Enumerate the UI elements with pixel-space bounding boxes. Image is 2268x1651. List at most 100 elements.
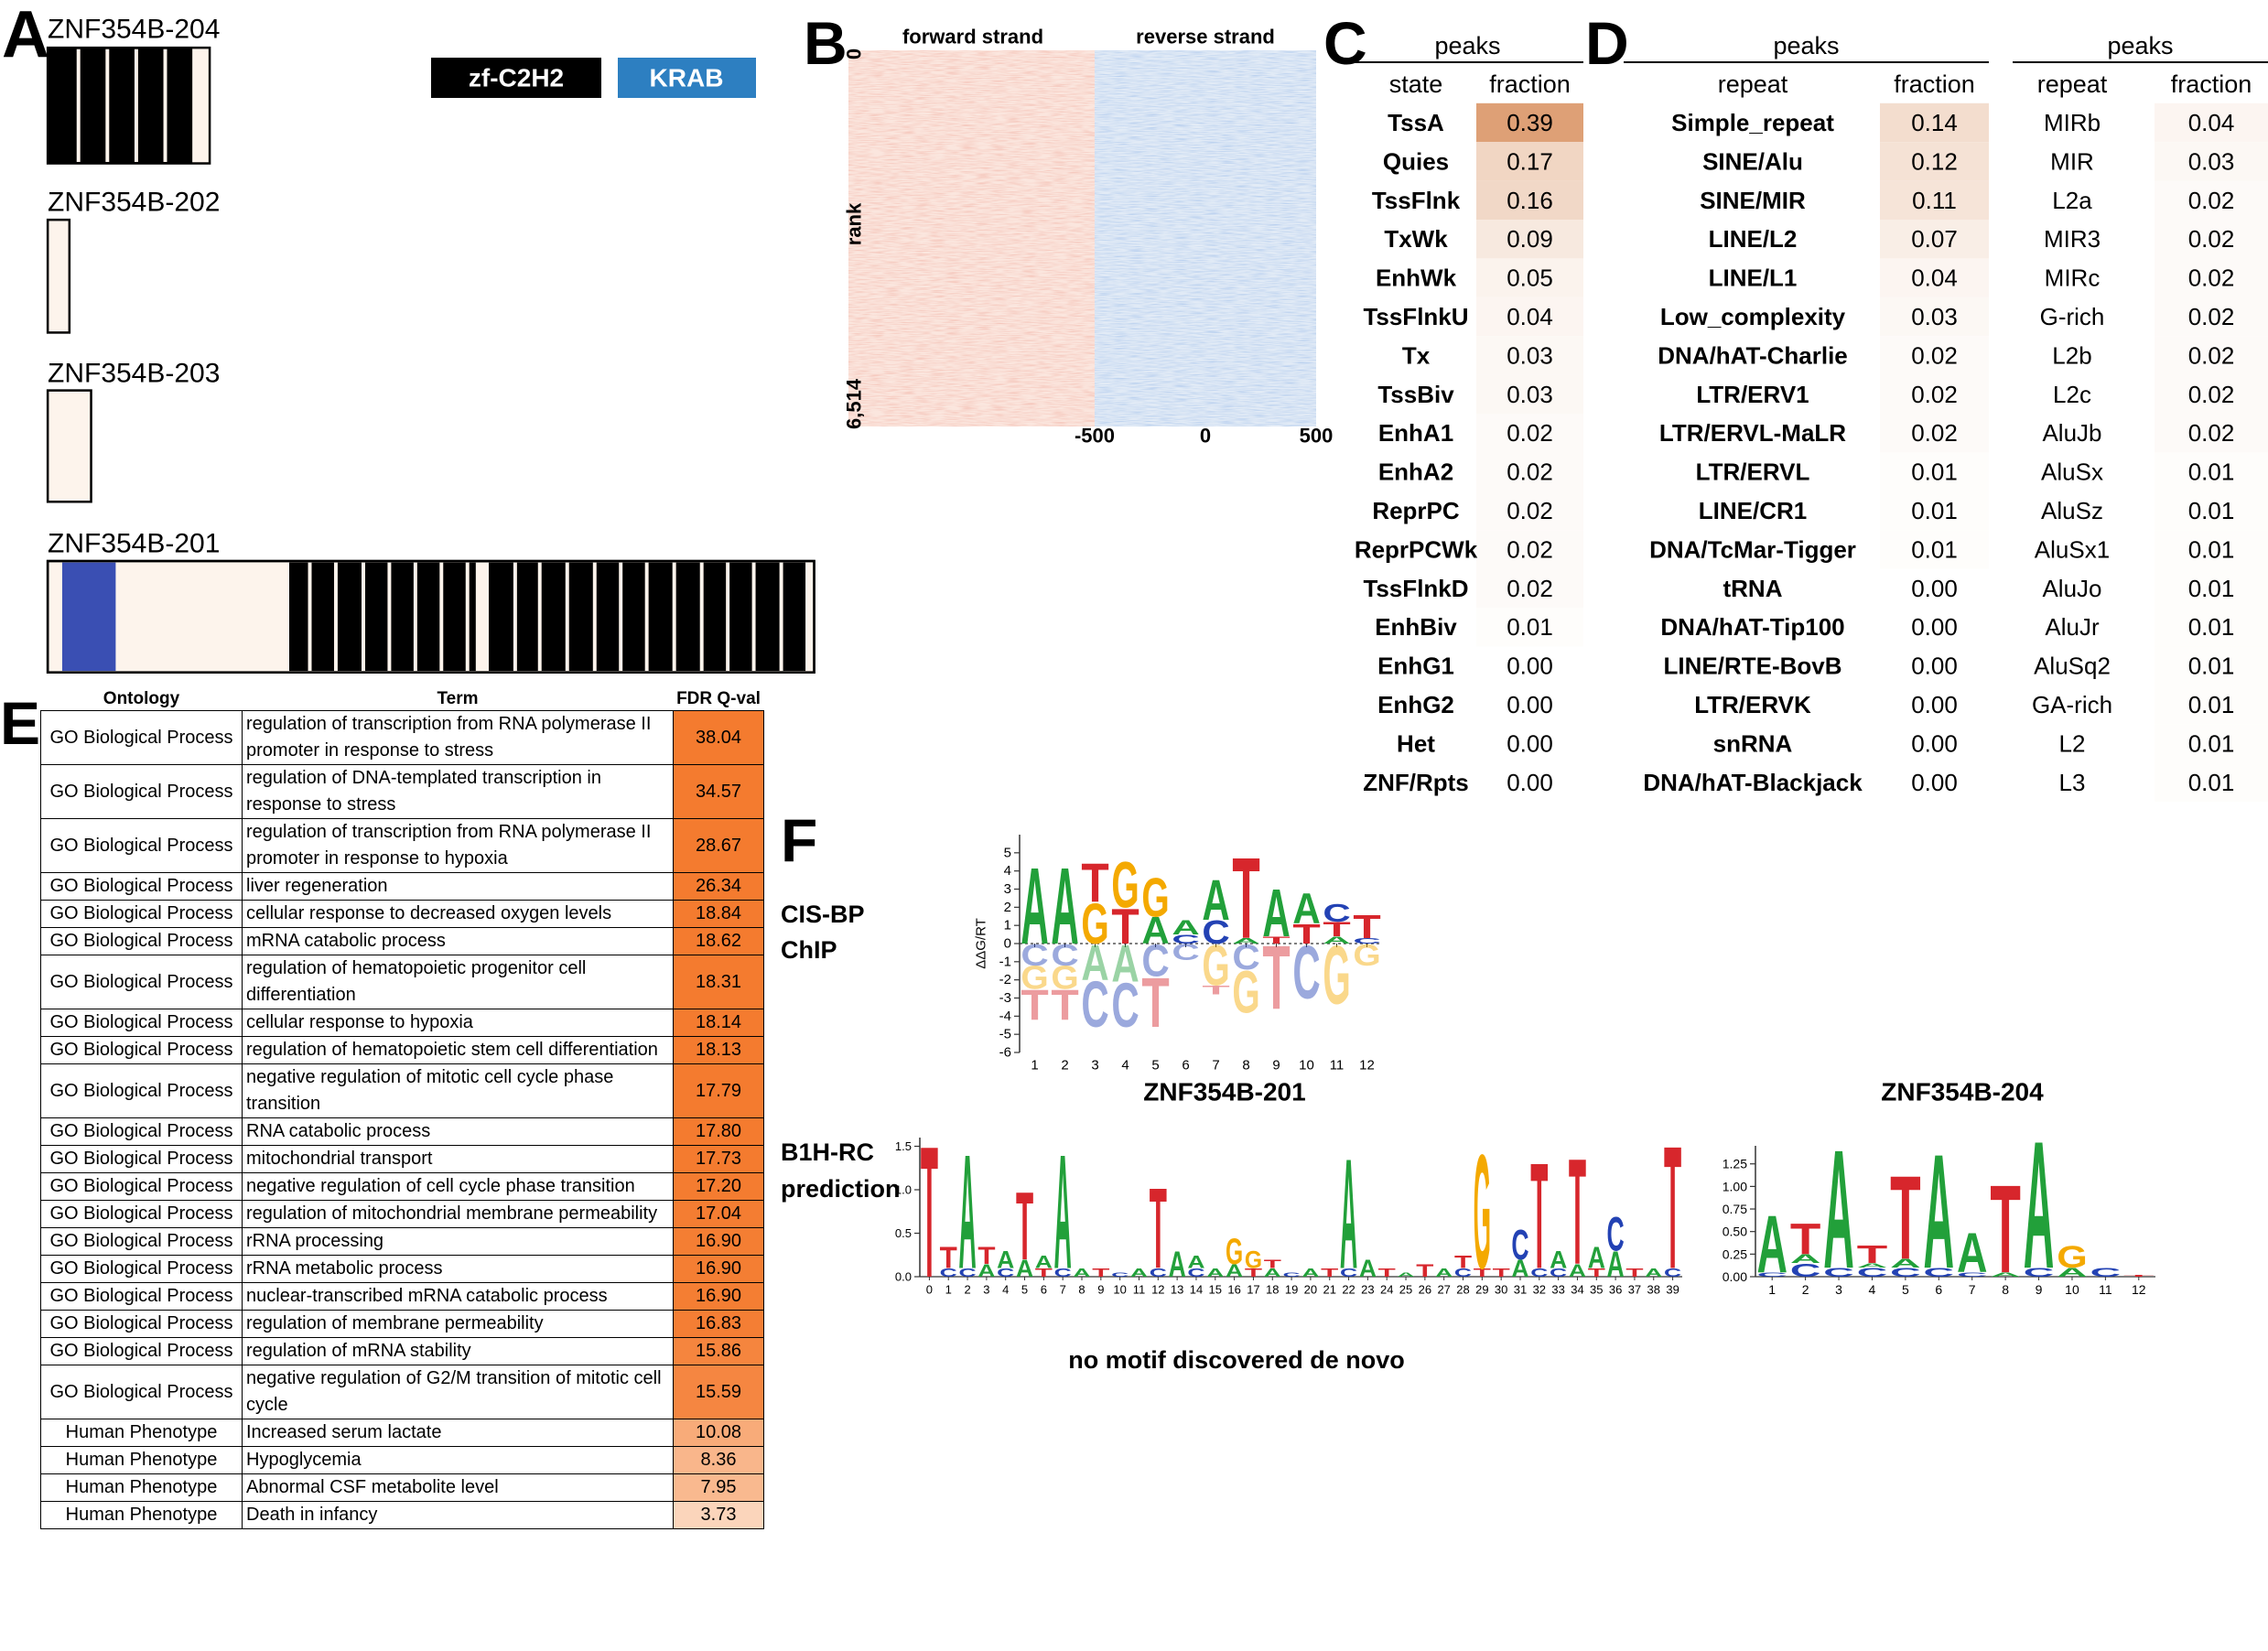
fraction-cell (1476, 762, 1583, 802)
row-label: EnhA2 (1378, 459, 1453, 486)
table-row: GO Biological Process mitochondrial trans… (40, 1145, 764, 1173)
note: no motif discovered de novo (1068, 1346, 1405, 1374)
row-label: DNA/TcMar-Tigger (1649, 535, 1856, 563)
term-cell: cellular response to hypoxia (242, 1009, 674, 1037)
panel-label: D (1585, 9, 1629, 77)
ontology-cell: GO Biological Process (40, 1310, 243, 1338)
term-cell: regulation of transcription from RNA pol… (242, 710, 674, 765)
row-label: TssFlnkU (1363, 303, 1468, 330)
method-label: CIS-BP (781, 901, 865, 928)
fraction-value: 0.02 (1507, 459, 1553, 486)
term-cell: regulation of mRNA stability (242, 1337, 674, 1365)
logo-letter: C (1081, 969, 1108, 1041)
logo-letter: T (1035, 1266, 1053, 1279)
logo-letter: G (2057, 1240, 2088, 1275)
domain-gap (134, 49, 138, 162)
logo-letter: C (1172, 933, 1199, 946)
x-tick-label: 4 (1121, 1058, 1129, 1074)
legend-swatch (618, 58, 756, 98)
logo-letter: A (1645, 1267, 1662, 1279)
logo-letter: C (1232, 936, 1259, 977)
fraction-value: 0.16 (1507, 187, 1553, 214)
fraction-cell (1476, 452, 1583, 491)
row-label: AluSx (2041, 459, 2103, 486)
logo-letter: A (1141, 909, 1169, 952)
row-label: TssA (1388, 109, 1444, 136)
fraction-cell (2155, 491, 2268, 531)
row-label: TssFlnk (1372, 187, 1461, 214)
logo-letter: G (1232, 958, 1259, 1026)
fraction-value: 0.17 (1507, 147, 1553, 175)
logo-letter: A (1569, 1260, 1586, 1280)
method-label: B1H-RC (781, 1138, 874, 1166)
ontology-cell: GO Biological Process (40, 872, 243, 901)
fraction-cell (1476, 103, 1583, 143)
fraction-cell (1476, 374, 1583, 414)
logo-letter: T (1530, 1133, 1548, 1300)
logo-letter: C (1141, 934, 1169, 986)
ontology-cell: GO Biological Process (40, 1227, 243, 1256)
logo-letter: T (1202, 983, 1229, 997)
fraction-cell (1880, 180, 1989, 220)
logo-letter: A (2024, 1103, 2055, 1307)
logo-letter: T (1454, 1251, 1472, 1272)
x-tick-label: 2 (1802, 1282, 1809, 1297)
fdr-cell: 18.62 (673, 927, 764, 955)
ontology-cell: GO Biological Process (40, 1337, 243, 1365)
logo-letter: T (1016, 1173, 1033, 1280)
logo-letter: A (1435, 1267, 1453, 1279)
logo-letter: A (1054, 1121, 1072, 1303)
ontology-cell: GO Biological Process (40, 1063, 243, 1118)
logo-letter: A (1111, 933, 1139, 993)
x-tick-label: 2 (964, 1283, 970, 1297)
logo-letter: T (1232, 835, 1259, 964)
x-tick-label: 39 (1666, 1283, 1679, 1297)
row-label: SINE/MIR (1700, 187, 1806, 214)
logo-letter: C (1530, 1267, 1548, 1279)
logo-letter: C (2024, 1266, 2055, 1279)
fraction-value: 0.02 (1507, 575, 1553, 602)
x-tick-label: 30 (1495, 1283, 1507, 1297)
x-tick-label: 7 (1060, 1283, 1066, 1297)
x-tick-label: 9 (1097, 1283, 1104, 1297)
row-label: Simple_repeat (1671, 109, 1834, 136)
logo-letter: C (1353, 937, 1381, 945)
fraction-value: 0.03 (1507, 381, 1553, 408)
logo-letter: T (1321, 1266, 1339, 1279)
fraction-value: 0.01 (2188, 535, 2235, 563)
logo-letter: A (997, 1246, 1014, 1274)
logo-letter: A (1823, 1115, 1854, 1304)
transcript-box (46, 559, 815, 674)
x-tick-label: 32 (1533, 1283, 1546, 1297)
row-label: AluJr (2045, 613, 2100, 641)
table-row: GO Biological Process regulation of DNA-t… (40, 764, 764, 819)
logo-letter: T (1323, 919, 1351, 942)
fdr-cell: 17.80 (673, 1117, 764, 1146)
logo-letter: T (1262, 927, 1290, 1029)
logo-letter: G (1245, 1247, 1262, 1274)
fdr-cell: 15.59 (673, 1365, 764, 1419)
fraction-cell (2155, 414, 2268, 453)
ontology-cell: GO Biological Process (40, 900, 243, 928)
x-tick-label: 15 (1209, 1283, 1222, 1297)
term-cell: cellular response to decreased oxygen le… (242, 900, 674, 928)
ontology-cell: GO Biological Process (40, 1282, 243, 1311)
header-row: Ontology Term FDR Q-val (41, 688, 764, 711)
transcript-box (46, 389, 92, 503)
fraction-cell (2155, 297, 2268, 337)
row-label: L2c (2053, 381, 2091, 408)
fraction-cell (1476, 608, 1583, 647)
row-label: EnhBiv (1375, 613, 1457, 641)
logo-letter: T (1890, 1152, 1920, 1285)
term-cell: mitochondrial transport (242, 1145, 674, 1173)
fraction-cell (1880, 336, 1989, 375)
column-header: Term (437, 689, 479, 708)
table-row: GO Biological Process regulation of trans… (40, 710, 764, 765)
fraction-cell (1880, 491, 1989, 531)
x-tick-label: 23 (1361, 1283, 1374, 1297)
table-row: GO Biological Process negative regulation… (40, 1172, 764, 1201)
fraction-value: 0.02 (1911, 341, 1958, 369)
x-tick-label: 8 (1078, 1283, 1085, 1297)
y-tick-label: -1 (999, 954, 1011, 969)
domain-gap (387, 562, 392, 672)
